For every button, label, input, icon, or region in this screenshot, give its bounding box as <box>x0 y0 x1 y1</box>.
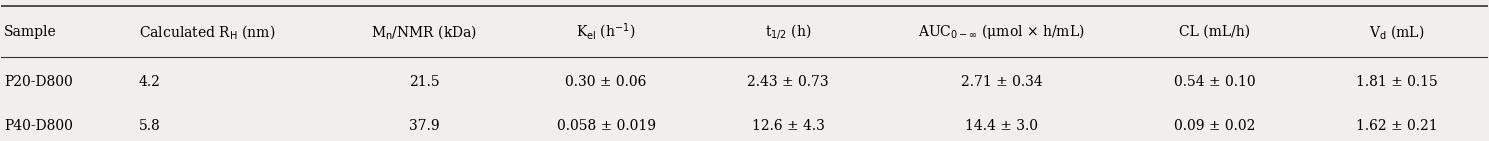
Text: 0.30 ± 0.06: 0.30 ± 0.06 <box>566 75 646 89</box>
Text: 12.6 ± 4.3: 12.6 ± 4.3 <box>752 119 825 133</box>
Text: 5.8: 5.8 <box>138 119 161 133</box>
Text: 1.62 ± 0.21: 1.62 ± 0.21 <box>1356 119 1437 133</box>
Text: K$_\mathrm{el}$ (h$^{-1}$): K$_\mathrm{el}$ (h$^{-1}$) <box>576 22 636 42</box>
Text: 37.9: 37.9 <box>409 119 439 133</box>
Text: Sample: Sample <box>4 25 57 39</box>
Text: 0.058 ± 0.019: 0.058 ± 0.019 <box>557 119 655 133</box>
Text: P20-D800: P20-D800 <box>4 75 73 89</box>
Text: 2.43 ± 0.73: 2.43 ± 0.73 <box>747 75 829 89</box>
Text: 2.71 ± 0.34: 2.71 ± 0.34 <box>960 75 1042 89</box>
Text: 1.81 ± 0.15: 1.81 ± 0.15 <box>1356 75 1437 89</box>
Text: Calculated R$_\mathrm{H}$ (nm): Calculated R$_\mathrm{H}$ (nm) <box>138 23 275 41</box>
Text: t$_{1/2}$ (h): t$_{1/2}$ (h) <box>765 22 812 41</box>
Text: AUC$_{0-\infty}$ (μmol × h/mL): AUC$_{0-\infty}$ (μmol × h/mL) <box>919 22 1084 41</box>
Text: CL (mL/h): CL (mL/h) <box>1179 25 1251 39</box>
Text: 14.4 ± 3.0: 14.4 ± 3.0 <box>965 119 1038 133</box>
Text: P40-D800: P40-D800 <box>4 119 73 133</box>
Text: 0.09 ± 0.02: 0.09 ± 0.02 <box>1175 119 1255 133</box>
Text: V$_\mathrm{d}$ (mL): V$_\mathrm{d}$ (mL) <box>1368 23 1425 41</box>
Text: 21.5: 21.5 <box>409 75 439 89</box>
Text: M$_\mathrm{n}$/NMR (kDa): M$_\mathrm{n}$/NMR (kDa) <box>371 23 478 41</box>
Text: 4.2: 4.2 <box>138 75 161 89</box>
Text: 0.54 ± 0.10: 0.54 ± 0.10 <box>1173 75 1255 89</box>
